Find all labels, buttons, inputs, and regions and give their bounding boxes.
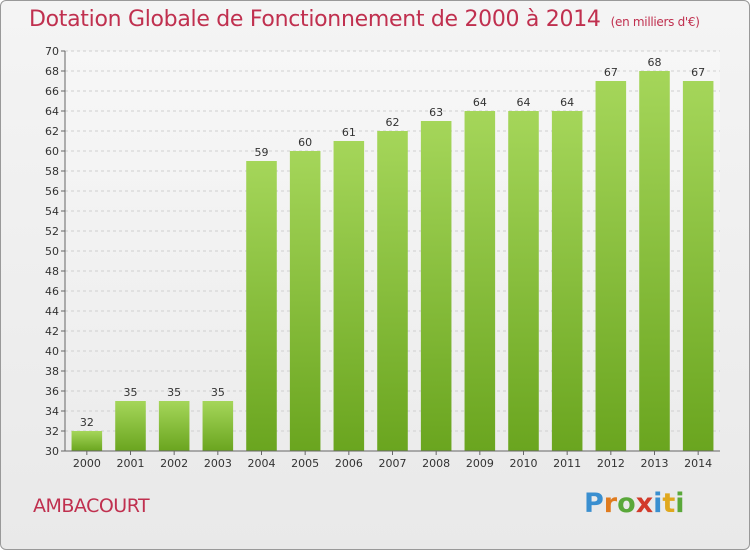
x-tick-label-2005: 2005 (291, 457, 319, 470)
y-tick-label: 52 (45, 225, 59, 238)
bar-2013 (639, 71, 670, 451)
bar-2007 (377, 131, 408, 451)
x-tick-label-2012: 2012 (597, 457, 625, 470)
y-tick-label: 68 (45, 65, 59, 78)
data-label-2012: 67 (604, 66, 618, 79)
y-tick-label: 64 (45, 105, 59, 118)
y-tick-label: 56 (45, 185, 59, 198)
y-tick-label: 46 (45, 285, 59, 298)
chart-subtitle: (en milliers d'€) (610, 15, 700, 29)
bar-2001 (115, 401, 146, 451)
data-label-2011: 64 (560, 96, 574, 109)
logo-letter: o (617, 488, 636, 519)
logo-letter: t (662, 488, 676, 519)
y-tick-label: 44 (45, 305, 59, 318)
y-tick-label: 42 (45, 325, 59, 338)
data-label-2009: 64 (473, 96, 487, 109)
x-tick-label-2008: 2008 (422, 457, 450, 470)
y-tick-label: 34 (45, 405, 59, 418)
data-label-2010: 64 (517, 96, 531, 109)
x-tick-label-2014: 2014 (684, 457, 712, 470)
bar-2002 (158, 401, 190, 451)
data-label-2014: 67 (691, 66, 705, 79)
data-label-2004: 59 (255, 146, 269, 159)
logo-letter: P (584, 488, 604, 519)
y-tick-label: 54 (45, 205, 59, 218)
data-label-2000: 32 (80, 416, 94, 429)
bar-2011 (551, 111, 583, 451)
x-tick-label-2003: 2003 (204, 457, 232, 470)
y-tick-label: 62 (45, 125, 59, 138)
bar-2003 (202, 401, 234, 451)
bar-2009 (464, 111, 496, 451)
logo-letter: i (675, 488, 685, 519)
data-label-2013: 68 (648, 56, 662, 69)
y-tick-label: 60 (45, 145, 59, 158)
data-label-2008: 63 (429, 106, 443, 119)
y-tick-label: 58 (45, 165, 59, 178)
x-tick-label-2002: 2002 (160, 457, 188, 470)
y-tick-label: 70 (45, 45, 59, 58)
commune-name: AMBACOURT (33, 495, 150, 517)
data-label-2001: 35 (124, 386, 138, 399)
bar-2014 (682, 81, 714, 451)
x-tick-label-2010: 2010 (510, 457, 538, 470)
bar-2006 (333, 141, 365, 451)
data-label-2006: 61 (342, 126, 356, 139)
chart-title: Dotation Globale de Fonctionnement de 20… (29, 7, 700, 32)
y-tick-label: 48 (45, 265, 59, 278)
data-label-2002: 35 (167, 386, 181, 399)
y-tick-label: 66 (45, 85, 59, 98)
x-tick-label-2000: 2000 (73, 457, 101, 470)
y-tick-label: 36 (45, 385, 59, 398)
data-label-2007: 62 (386, 116, 400, 129)
y-tick-label: 32 (45, 425, 59, 438)
proxiti-logo: Proxiti (584, 488, 685, 519)
bar-2008 (420, 121, 452, 451)
bar-2010 (508, 111, 539, 451)
x-tick-label-2006: 2006 (335, 457, 363, 470)
logo-letter: i (653, 488, 663, 519)
bar-2005 (289, 151, 321, 451)
bar-2012 (595, 81, 627, 451)
x-tick-label-2013: 2013 (641, 457, 669, 470)
bar-2000 (71, 431, 103, 451)
y-tick-label: 40 (45, 345, 59, 358)
data-label-2005: 60 (298, 136, 312, 149)
x-tick-label-2001: 2001 (117, 457, 145, 470)
x-tick-label-2011: 2011 (553, 457, 581, 470)
logo-letter: r (603, 488, 618, 519)
bar-2004 (246, 161, 277, 451)
x-tick-label-2004: 2004 (248, 457, 276, 470)
x-tick-label-2009: 2009 (466, 457, 494, 470)
x-tick-label-2007: 2007 (379, 457, 407, 470)
y-tick-label: 38 (45, 365, 59, 378)
y-tick-label: 30 (45, 445, 59, 458)
data-label-2003: 35 (211, 386, 225, 399)
y-tick-label: 50 (45, 245, 59, 258)
logo-letter: x (635, 488, 654, 519)
